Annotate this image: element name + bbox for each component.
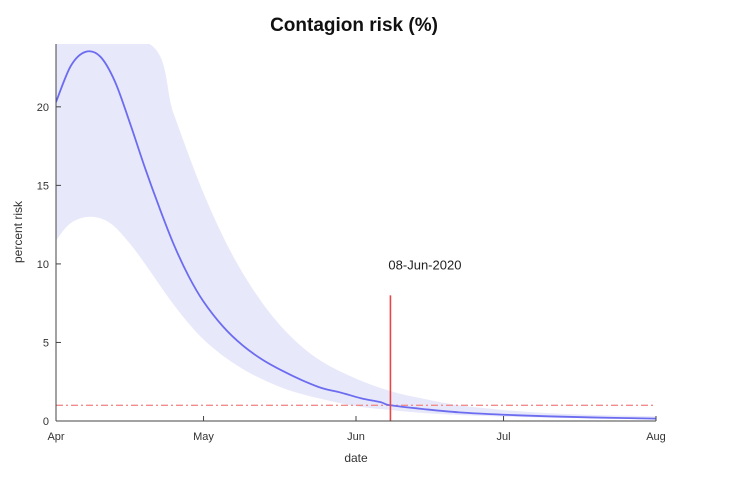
chart-title: Contagion risk (%): [270, 15, 438, 36]
x-tick-label: Jun: [347, 431, 365, 443]
y-tick-label: 15: [37, 180, 49, 192]
x-tick-label: May: [193, 431, 214, 443]
y-tick-label: 0: [43, 416, 49, 428]
x-axis-label: date: [344, 451, 368, 465]
risk-line: [56, 50, 656, 420]
confidence-band: [56, 44, 656, 420]
x-tick-label: Jul: [497, 431, 511, 443]
y-axis-label: percent risk: [11, 200, 25, 263]
annotation-layer: 08-Jun-2020: [388, 257, 461, 421]
risk-line-layer: [56, 50, 656, 420]
annotation-label: 08-Jun-2020: [388, 257, 461, 272]
x-tick-label: Apr: [47, 431, 64, 443]
y-tick-label: 5: [43, 337, 49, 349]
axes-layer: 0 5 10 15 20 Apr May Jun Jul Aug: [37, 44, 666, 443]
x-tick-label: Aug: [646, 431, 666, 443]
y-tick-label: 20: [37, 102, 49, 114]
confidence-band-layer: [56, 44, 656, 420]
y-tick-label: 10: [37, 259, 49, 271]
